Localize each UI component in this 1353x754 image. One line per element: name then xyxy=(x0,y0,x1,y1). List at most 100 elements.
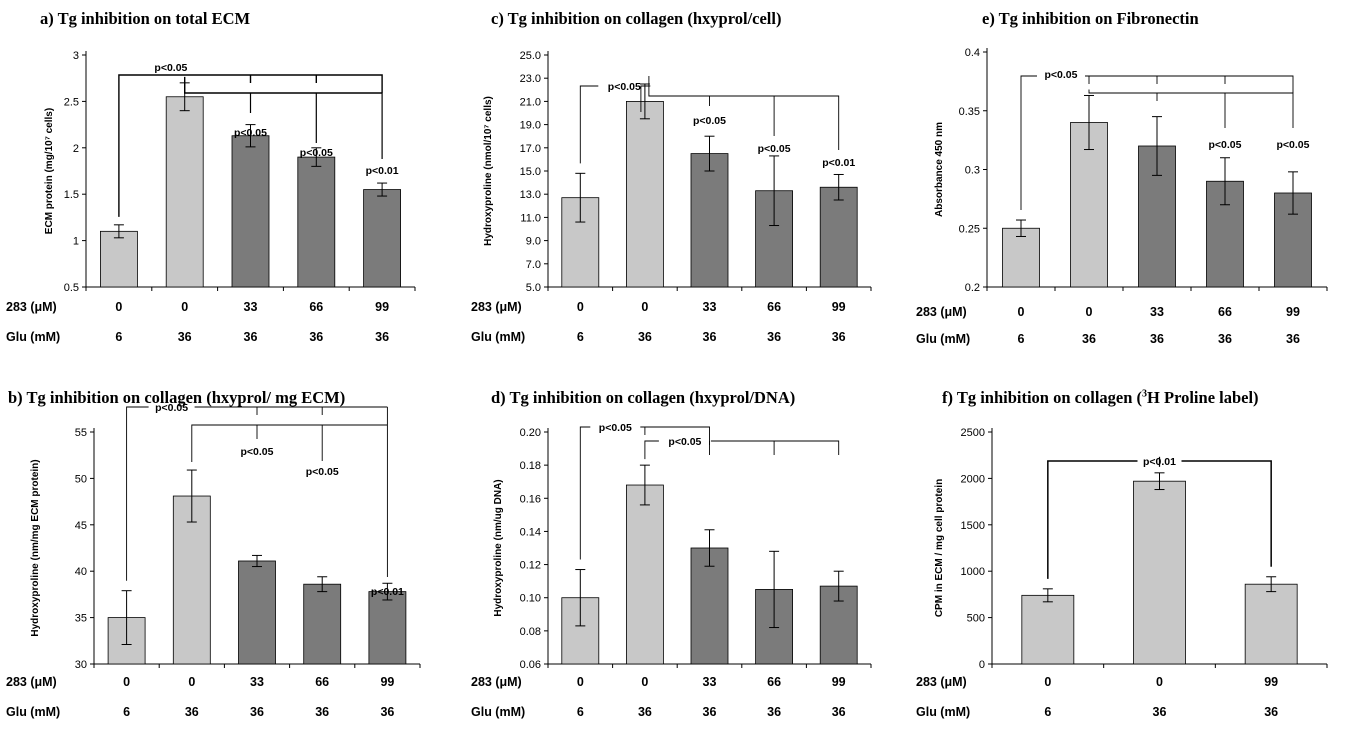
glu-value-a-0: 6 xyxy=(115,330,122,344)
y-tick-label-a: 1 xyxy=(73,236,79,248)
bar-a-4 xyxy=(363,189,402,288)
significance-bracket-b-inner xyxy=(191,424,388,463)
y-tick-label-b: 45 xyxy=(75,520,87,532)
y-tick-label-f: 1500 xyxy=(961,520,985,532)
glu-value-b-2: 36 xyxy=(250,705,264,719)
y-tick-label-a: 3 xyxy=(73,50,79,62)
y-tick-label-c: 21.0 xyxy=(520,96,541,108)
glu-value-d-1: 36 xyxy=(638,705,652,719)
p-value-e-2: p<0.05 xyxy=(1277,139,1310,151)
row-label-283-a: 283 (μM) xyxy=(6,300,57,314)
y-tick-label-f: 0 xyxy=(979,659,985,671)
row-label-283-b: 283 (μM) xyxy=(6,675,57,689)
bar-b-2 xyxy=(238,560,276,665)
p-value-a-0: p<0.05 xyxy=(154,62,187,74)
bar-f-2 xyxy=(1244,583,1298,665)
row-label-glu-f: Glu (mM) xyxy=(916,705,970,719)
glu-value-d-2: 36 xyxy=(703,705,717,719)
chart-title-a: a) Tg inhibition on total ECM xyxy=(40,9,251,28)
glu-value-f-1: 36 xyxy=(1153,705,1167,719)
glu-value-e-3: 36 xyxy=(1218,332,1232,346)
chart-title-f: f) Tg inhibition on collagen (3H Proline… xyxy=(942,388,1259,408)
y-tick-label-d: 0.12 xyxy=(520,560,541,572)
p-value-d-0: p<0.05 xyxy=(599,422,632,434)
glu-value-c-2: 36 xyxy=(703,330,717,344)
p-value-e-0: p<0.05 xyxy=(1045,69,1078,81)
y-tick-label-f: 500 xyxy=(967,613,985,625)
y-axis-label-a: ECM protein (mg/10⁷ cells) xyxy=(44,108,55,234)
p-value-c-1: p<0.05 xyxy=(693,115,726,127)
significance-bracket-d-inner xyxy=(710,440,840,455)
glu-value-c-4: 36 xyxy=(832,330,846,344)
significance-bracket-a-inner xyxy=(184,76,383,94)
glu-value-b-0: 6 xyxy=(123,705,130,719)
glu-value-e-4: 36 xyxy=(1286,332,1300,346)
chart-svg-d: 0.06 0.08 0.10 0.12 0.14 0.16 0.18 0.20 Hydroxyp… xyxy=(471,422,872,719)
glu-value-e-2: 36 xyxy=(1150,332,1164,346)
dose-283-d-1: 0 xyxy=(641,675,648,689)
bar-a-0 xyxy=(100,230,138,288)
y-tick-label-b: 35 xyxy=(75,613,87,625)
y-tick-label-f: 1000 xyxy=(961,566,985,578)
dose-283-f-1: 0 xyxy=(1156,675,1163,689)
dose-283-b-3: 66 xyxy=(315,675,329,689)
chart-title-e: e) Tg inhibition on Fibronectin xyxy=(982,9,1199,28)
chart-svg-c: 5.0 7.0 9.0 11.0 13.0 15.0 17.0 19.0 21.0 23.0 25.… xyxy=(471,50,872,344)
y-tick-label-e: 0.35 xyxy=(959,106,980,118)
bar-a-3 xyxy=(297,156,336,288)
y-axis-label-e: Absorbance 450 nm xyxy=(934,122,945,217)
significance-bracket-c-left xyxy=(579,85,599,164)
significance-bracket-e-left xyxy=(1020,75,1037,211)
dose-283-c-0: 0 xyxy=(577,300,584,314)
y-tick-label-c: 9.0 xyxy=(526,236,541,248)
glu-value-e-0: 6 xyxy=(1018,332,1025,346)
bar-a-2 xyxy=(231,135,270,288)
row-label-283-c: 283 (μM) xyxy=(471,300,522,314)
glu-value-b-3: 36 xyxy=(315,705,329,719)
dose-283-e-4: 99 xyxy=(1286,305,1300,319)
bar-f-1 xyxy=(1133,480,1186,665)
glu-value-d-4: 36 xyxy=(832,705,846,719)
dose-283-a-2: 33 xyxy=(244,300,258,314)
p-value-e-1: p<0.05 xyxy=(1209,139,1242,151)
chart-panel-d: d) Tg inhibition on collagen (hxyprol/DN… xyxy=(451,377,902,754)
dose-283-e-2: 33 xyxy=(1150,305,1164,319)
dose-283-d-3: 66 xyxy=(767,675,781,689)
chart-svg-e: 0.2 0.25 0.3 0.35 0.4 Absorbance 450 nm 283 (μ… xyxy=(916,47,1328,346)
y-tick-label-c: 13.0 xyxy=(520,189,541,201)
significance-bracket-e-inner xyxy=(1088,89,1294,128)
y-tick-label-d: 0.14 xyxy=(520,526,541,538)
chart-panel-b: b) Tg inhibition on collagen (hxyprol/ m… xyxy=(0,377,451,754)
p-value-b-0: p<0.05 xyxy=(155,402,188,414)
glu-value-a-2: 36 xyxy=(244,330,258,344)
y-axis-label-c: Hydroxyproline (nmol/10⁷ cells) xyxy=(483,96,494,246)
y-tick-label-a: 1.5 xyxy=(64,189,79,201)
chart-title-f-sup: 3 xyxy=(1142,388,1148,400)
bar-c-2 xyxy=(690,153,729,288)
y-tick-label-d: 0.10 xyxy=(520,593,541,605)
bar-f-0 xyxy=(1021,594,1075,665)
y-tick-label-d: 0.20 xyxy=(520,427,541,439)
chart-panel-c: c) Tg inhibition on collagen (hxyprol/ce… xyxy=(451,0,902,377)
glu-value-a-4: 36 xyxy=(375,330,389,344)
glu-value-c-3: 36 xyxy=(767,330,781,344)
row-label-glu-a: Glu (mM) xyxy=(6,330,60,344)
y-tick-label-e: 0.4 xyxy=(965,47,980,59)
row-label-283-e: 283 (μM) xyxy=(916,305,967,319)
y-tick-label-c: 19.0 xyxy=(520,120,541,132)
y-tick-label-a: 0.5 xyxy=(64,282,79,294)
dose-283-f-0: 0 xyxy=(1044,675,1051,689)
y-tick-label-c: 23.0 xyxy=(520,73,541,85)
bar-b-3 xyxy=(303,583,342,665)
y-tick-label-f: 2000 xyxy=(961,473,985,485)
significance-bracket-d-top xyxy=(640,426,710,445)
glu-value-d-0: 6 xyxy=(577,705,584,719)
dose-283-b-1: 0 xyxy=(188,675,195,689)
p-value-b-2: p<0.05 xyxy=(306,466,339,478)
y-tick-label-c: 5.0 xyxy=(526,282,541,294)
glu-value-a-1: 36 xyxy=(178,330,192,344)
p-value-d-1: p<0.05 xyxy=(668,436,701,448)
glu-value-b-1: 36 xyxy=(185,705,199,719)
glu-value-b-4: 36 xyxy=(380,705,394,719)
dose-283-c-2: 33 xyxy=(703,300,717,314)
